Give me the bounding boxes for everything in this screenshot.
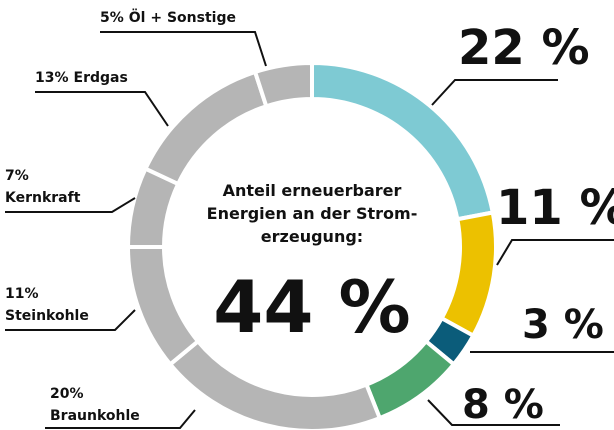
value-label: 11% — [5, 286, 39, 302]
value-label: 8 % — [462, 382, 544, 428]
leader-line — [100, 31, 267, 67]
value-label: 22 % — [458, 20, 590, 76]
leader-line — [496, 239, 614, 266]
leader-line — [35, 91, 169, 127]
segment-label: 5% Öl + Sonstige — [100, 8, 236, 26]
leader-line — [45, 409, 196, 429]
value-label: 20% — [50, 386, 84, 402]
donut-segment — [363, 338, 457, 421]
value-label: 5% — [100, 10, 124, 26]
donut-segment — [142, 69, 269, 187]
value-label: 7% — [5, 168, 29, 184]
leader-line — [5, 309, 136, 331]
category-label: Kernkraft — [5, 190, 81, 206]
donut-segment — [252, 60, 314, 109]
center-text: Anteil erneuerbarer — [223, 181, 402, 200]
donut-segment — [438, 210, 498, 339]
value-label: 11 % — [496, 180, 614, 236]
leader-line — [5, 197, 136, 213]
leader-line — [427, 399, 560, 426]
category-label: Erdgas — [74, 70, 128, 86]
donut-segment — [125, 245, 201, 368]
leader-line — [431, 79, 558, 106]
segment-label: 13% Erdgas — [35, 70, 128, 86]
category-label: Öl + Sonstige — [129, 8, 236, 26]
category-label: Braunkohle — [50, 408, 140, 424]
value-label: 3 % — [522, 302, 604, 348]
center-value: 44 % — [213, 265, 410, 349]
category-label: Steinkohle — [5, 308, 89, 324]
donut-segment — [167, 338, 383, 430]
center-text: erzeugung: — [261, 227, 363, 246]
value-label: 13% — [35, 70, 69, 86]
center-text: Energien an der Strom- — [207, 204, 418, 223]
